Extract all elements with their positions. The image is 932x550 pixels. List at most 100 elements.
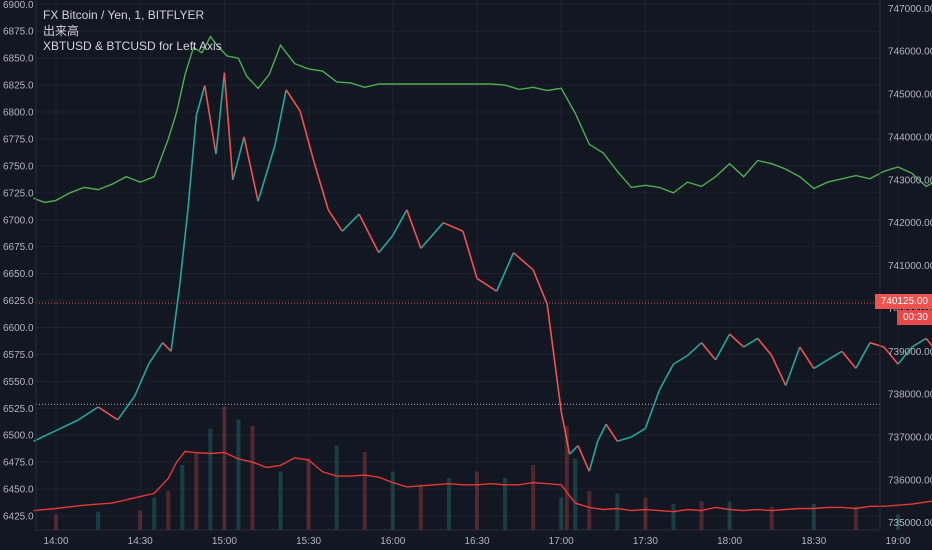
price-series (33, 72, 932, 472)
price-segment (285, 89, 301, 112)
legend-compare[interactable]: XBTUSD & BTCUSD for Left Axis (43, 39, 222, 53)
price-segment (883, 346, 899, 365)
volume-bar (138, 510, 143, 530)
left-axis-tick: 6875.0 (3, 27, 34, 38)
volume-bar (362, 452, 367, 530)
price-segment (757, 337, 773, 357)
left-axis-tick: 6700.0 (3, 215, 34, 226)
volume-bar (564, 426, 569, 530)
price-segment (33, 429, 57, 442)
time-axis-tick: 14:00 (43, 536, 68, 547)
right-axis-tick: 744000.00 (888, 132, 932, 143)
left-axis-tick: 6525.0 (3, 404, 34, 415)
right-axis-tick: 747000.00 (888, 4, 932, 15)
price-segment (147, 342, 164, 365)
price-segment (630, 427, 646, 438)
legend-volume[interactable]: 出来高 (43, 23, 80, 38)
price-segment (673, 354, 688, 365)
price-segment (187, 115, 198, 210)
price-segment (313, 162, 330, 211)
volume-bar (222, 406, 227, 530)
left-axis-tick: 6750.0 (3, 161, 34, 172)
price-segment (770, 355, 787, 386)
price-segment (215, 72, 226, 155)
right-axis-tick: 736000.00 (888, 475, 932, 486)
price-segment (700, 342, 717, 361)
price-segment (841, 350, 857, 369)
series-line-btcusd (33, 450, 932, 513)
left-axis-tick: 6675.0 (3, 242, 34, 253)
price-segment (714, 333, 731, 361)
volume-bar (54, 514, 58, 530)
price-segment (170, 286, 181, 352)
price-segment (257, 145, 276, 202)
price-segment (232, 136, 245, 181)
volume-bar (853, 506, 858, 530)
volume-bar (587, 491, 592, 530)
time-axis-tick: 17:30 (633, 536, 658, 547)
right-axis-tick: 738000.00 (888, 390, 932, 401)
right-axis-tick: 742000.00 (888, 218, 932, 229)
volume-bar (96, 511, 101, 530)
volume-bar (446, 478, 451, 530)
left-axis-tick: 6825.0 (3, 81, 34, 92)
price-segment (274, 89, 287, 146)
volume-bar (896, 514, 900, 530)
volume-bars (54, 406, 900, 530)
price-segment (784, 346, 801, 386)
right-axis-tick: 743000.00 (888, 175, 932, 186)
price-segment (162, 342, 172, 352)
time-axis-tick: 18:30 (801, 536, 826, 547)
price-segment (686, 342, 703, 357)
time-axis-tick: 18:00 (717, 536, 742, 547)
price-segment (392, 209, 408, 236)
legend-title[interactable]: FX Bitcoin / Yen, 1, BITFLYER (43, 8, 205, 22)
price-segment (341, 213, 360, 232)
price-segment (203, 85, 217, 155)
time-axis-tick: 16:00 (380, 536, 405, 547)
price-segment (925, 337, 932, 347)
price-segment (743, 337, 759, 348)
price-segment (462, 231, 478, 279)
price-segment (406, 209, 422, 249)
left-axis-tick: 6850.0 (3, 54, 34, 65)
volume-bar (166, 491, 171, 530)
price-segment (897, 346, 913, 365)
volume-bar (615, 493, 620, 530)
price-segment (644, 389, 661, 429)
volume-bar (699, 501, 704, 530)
price-segment (78, 406, 99, 421)
price-segment (117, 395, 136, 421)
volume-bar (503, 478, 508, 530)
price-segment (378, 235, 394, 254)
volume-bar (250, 426, 255, 530)
price-segment (577, 445, 590, 472)
time-axis-tick: 15:30 (296, 536, 321, 547)
price-segment (178, 209, 189, 288)
chart-legend: FX Bitcoin / Yen, 1, BITFLYER 出来高 XBTUSD… (43, 8, 222, 55)
volume-bar (180, 465, 185, 530)
left-axis-tick: 6800.0 (3, 108, 34, 119)
volume-bar (390, 471, 395, 530)
price-segment (223, 72, 234, 180)
left-axis-tick: 6650.0 (3, 269, 34, 280)
right-axis-tick: 739000.00 (888, 347, 932, 358)
price-segment (476, 277, 498, 292)
series-line-xbtusd (33, 35, 932, 204)
price-segment (327, 209, 343, 232)
price-segment (605, 423, 619, 442)
volume-bar (418, 484, 423, 530)
right-axis-tick: 735000.00 (888, 518, 932, 529)
right-axis-tick: 737000.00 (888, 432, 932, 443)
left-axis-tick: 6900.0 (3, 0, 34, 11)
price-segment (195, 85, 206, 116)
volume-bar (208, 428, 213, 530)
left-axis-tick: 6575.0 (3, 350, 34, 361)
volume-bar (531, 465, 536, 530)
price-segment (813, 359, 829, 370)
chart-axes: 6900.0 6875.0 6850.0 6825.0 6800.0 6775.0 6750… (3, 0, 932, 547)
price-segment (358, 213, 380, 254)
price-segment (443, 221, 464, 232)
left-axis-tick: 6550.0 (3, 377, 34, 388)
